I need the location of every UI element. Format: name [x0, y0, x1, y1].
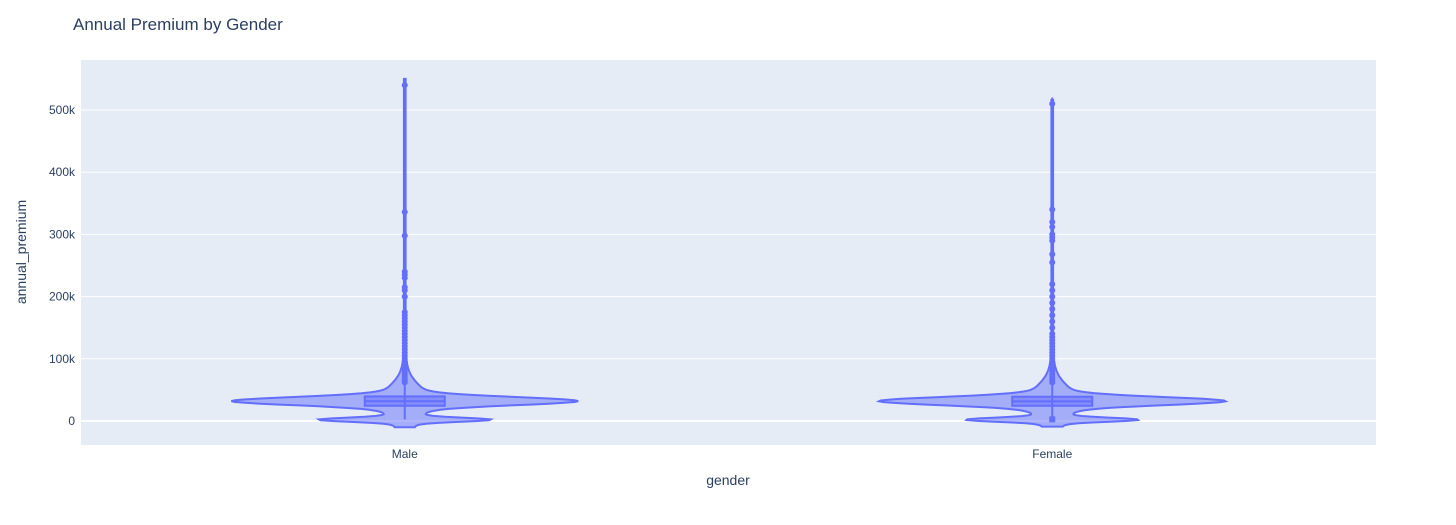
x-tick-label: Female	[1032, 447, 1072, 461]
outlier-point	[1049, 281, 1056, 288]
outlier-point	[1049, 416, 1056, 423]
outlier-point	[401, 82, 408, 89]
y-tick-label: 200k	[49, 290, 76, 304]
outlier-point	[401, 293, 408, 300]
y-tick-labels: 0 100k 200k 300k 400k 500k	[49, 103, 76, 428]
x-axis-title: gender	[706, 472, 750, 488]
outlier-point	[401, 209, 408, 216]
outlier-point	[1049, 318, 1056, 325]
y-tick-label: 500k	[49, 103, 76, 117]
outlier-point	[1049, 287, 1056, 294]
violin-male	[231, 77, 579, 429]
outlier-point	[401, 268, 408, 275]
outlier-point	[1049, 231, 1056, 238]
outlier-point	[1049, 251, 1056, 258]
outlier-point	[1049, 324, 1056, 331]
x-tick-label: Male	[392, 447, 418, 461]
outlier-point	[1049, 223, 1056, 230]
outlier-point	[1049, 306, 1056, 313]
outlier-point	[401, 309, 408, 316]
outlier-point	[1049, 330, 1056, 337]
y-tick-label: 100k	[49, 352, 76, 366]
y-tick-label: 400k	[49, 165, 76, 179]
x-tick-labels: Male Female	[392, 447, 1073, 461]
plot-area	[81, 60, 1376, 445]
outlier-point	[401, 232, 408, 239]
outlier-point	[1049, 100, 1056, 107]
outlier-point	[1049, 299, 1056, 306]
y-tick-label: 0	[68, 414, 75, 428]
gridlines	[81, 109, 1376, 422]
outlier-point	[1049, 312, 1056, 319]
violin-female	[875, 97, 1229, 428]
outlier-point	[1049, 218, 1056, 225]
outlier-point	[1049, 259, 1056, 266]
y-tick-label: 300k	[49, 227, 76, 241]
y-axis-title: annual_premium	[13, 200, 29, 304]
outlier-point	[1049, 293, 1056, 300]
chart-title: Annual Premium by Gender	[73, 15, 283, 34]
violins	[231, 77, 1229, 429]
outlier-point	[1049, 206, 1056, 213]
outlier-point	[401, 284, 408, 291]
